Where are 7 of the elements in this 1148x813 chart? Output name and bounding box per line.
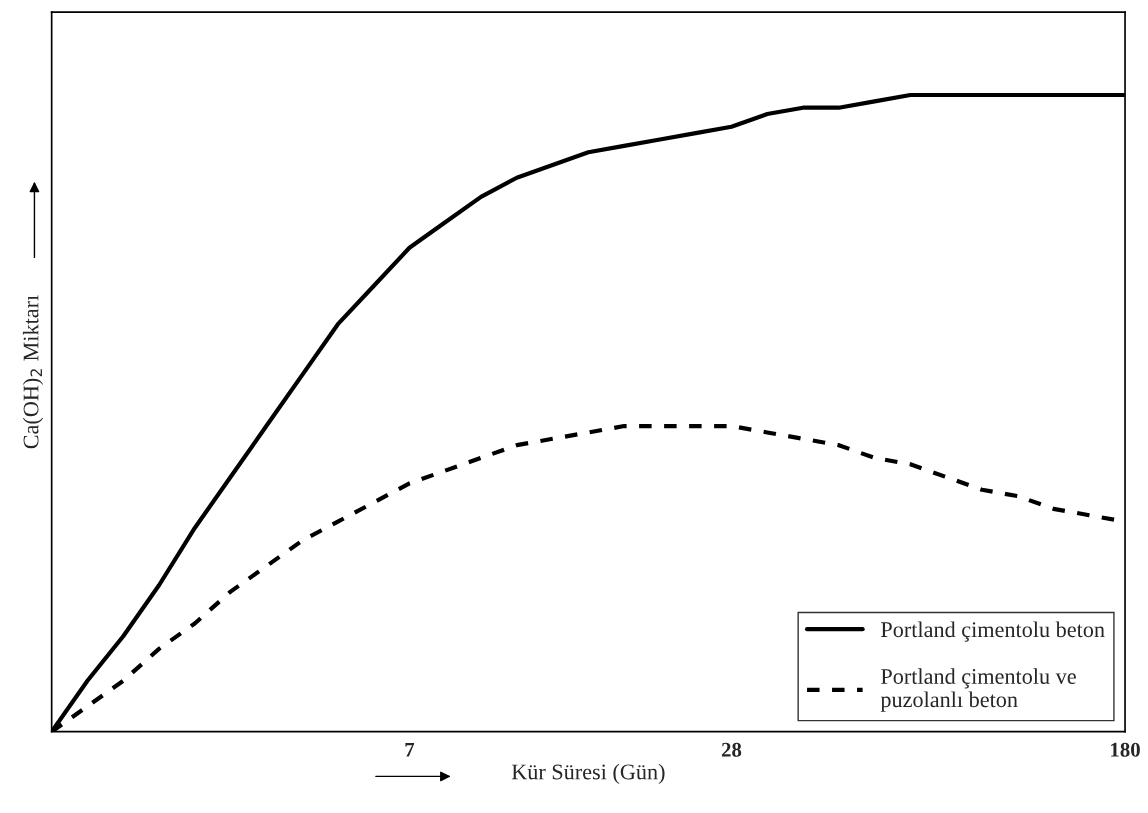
- x-tick-label: 28: [721, 742, 742, 757]
- x-axis-title: Kür Süresi (Gün): [511, 763, 665, 784]
- legend-label: Portland çimentolu beton: [881, 621, 1105, 642]
- x-tick-label: 180: [1111, 742, 1140, 757]
- x-tick-label: 7: [405, 742, 415, 757]
- y-axis-title: Ca(OH)$_{2}$ Miktarı: [22, 295, 44, 449]
- legend-label: Portland çimentolu ve puzolanlı beton: [880, 668, 1076, 712]
